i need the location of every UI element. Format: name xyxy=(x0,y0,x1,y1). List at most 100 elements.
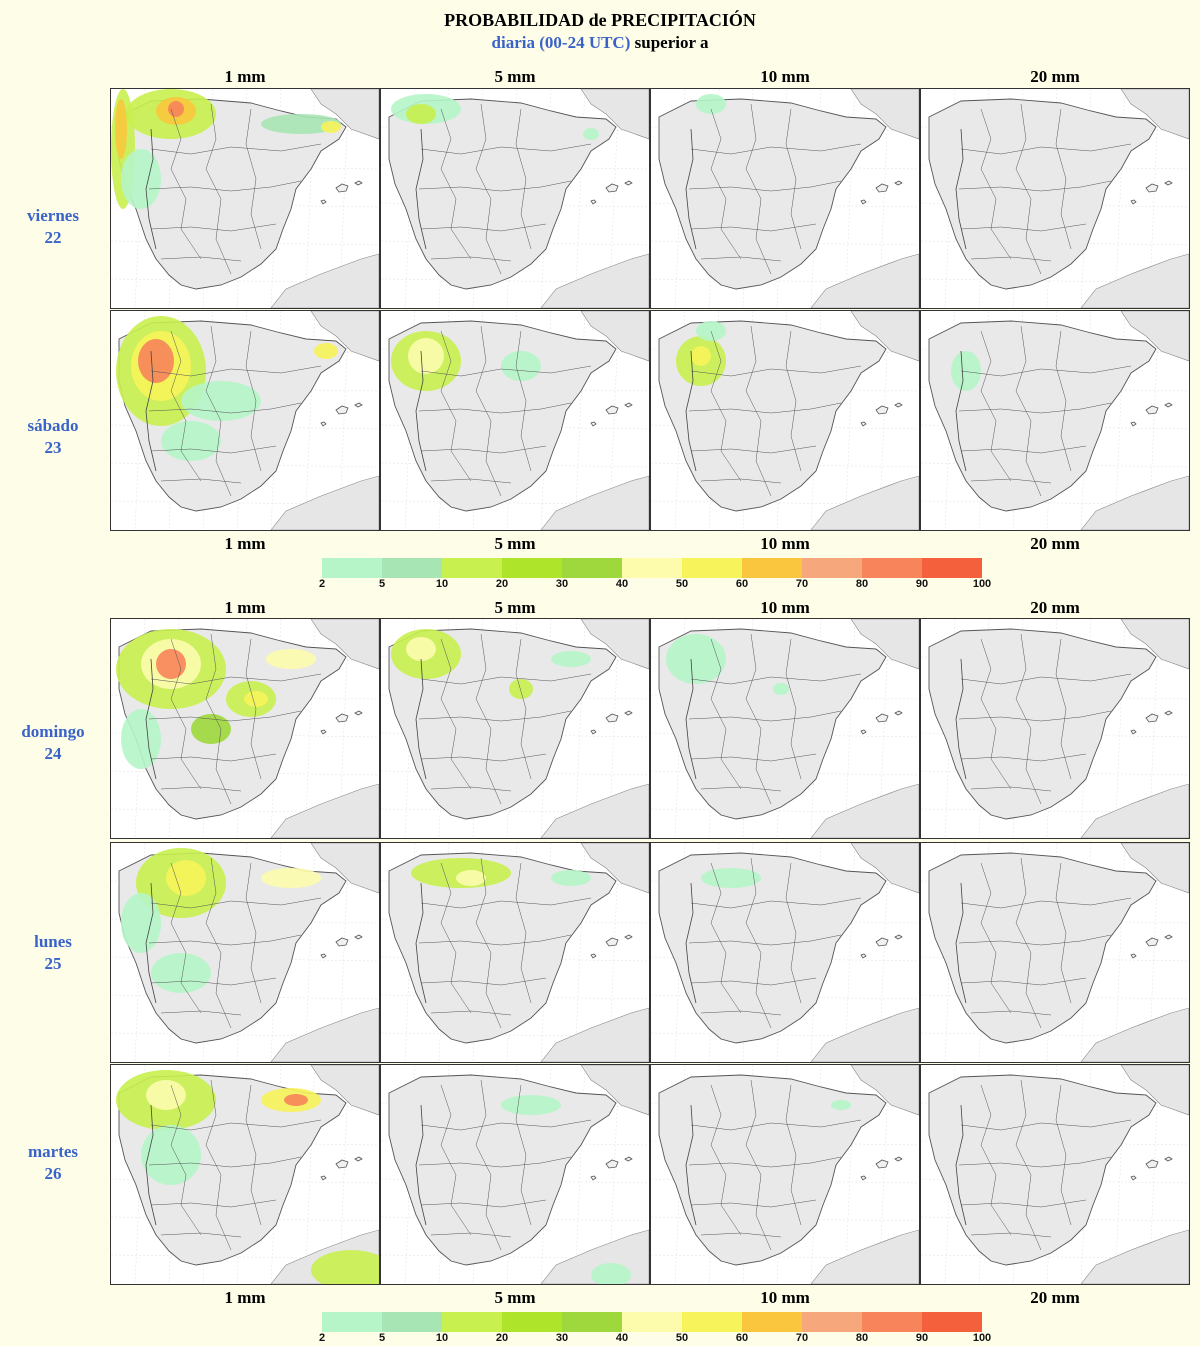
legend-swatch xyxy=(442,558,502,578)
legend-color-bar xyxy=(322,1312,982,1332)
legend-tick-label: 80 xyxy=(855,578,869,590)
column-footer-5mm: 5 mm xyxy=(494,534,536,553)
map-panel-lunes-20mm xyxy=(920,842,1190,1063)
day-number: 25 xyxy=(44,954,62,973)
column-footer-5mm: 5 mm xyxy=(494,1288,536,1307)
map-panel-viernes-5mm xyxy=(380,88,650,309)
legend-swatch xyxy=(562,1312,622,1332)
day-name: domingo xyxy=(21,722,85,741)
map-panel-martes-20mm xyxy=(920,1064,1190,1285)
column-footer-1mm: 1 mm xyxy=(224,534,266,553)
column-header-20mm: 20 mm xyxy=(1030,67,1080,86)
day-label-domingo: domingo 24 xyxy=(0,721,106,765)
subtitle-period: diaria (00-24 UTC) xyxy=(491,33,631,52)
legend-swatch xyxy=(742,1312,802,1332)
column-header-10mm: 10 mm xyxy=(760,67,810,86)
column-footer-20mm: 20 mm xyxy=(1030,1288,1080,1307)
legend-ticks: 2 5 10 20 30 40 50 60 70 80 90 100 xyxy=(318,1332,991,1346)
legend-tick-label: 90 xyxy=(915,578,929,590)
legend-tick-label: 5 xyxy=(378,1332,386,1344)
legend-swatch xyxy=(502,558,562,578)
map-panel-sabado-20mm xyxy=(920,310,1190,531)
color-legend: 2 5 10 20 30 40 50 60 70 80 90 100 xyxy=(319,558,991,590)
legend-swatch xyxy=(682,1312,742,1332)
column-header-1mm: 1 mm xyxy=(224,67,266,86)
map-panel-martes-10mm xyxy=(650,1064,920,1285)
day-name: viernes xyxy=(27,206,79,225)
map-panel-domingo-10mm xyxy=(650,618,920,839)
chart-title: PROBABILIDAD de PRECIPITACIÓN xyxy=(444,10,756,30)
legend-tick-label: 70 xyxy=(795,578,809,590)
legend-swatch xyxy=(502,1312,562,1332)
legend-tick-label: 40 xyxy=(615,578,629,590)
legend-tick-label: 10 xyxy=(435,578,449,590)
legend-swatch xyxy=(802,1312,862,1332)
legend-tick-label: 40 xyxy=(615,1332,629,1344)
day-name: sábado xyxy=(27,416,79,435)
legend-tick-label: 100 xyxy=(972,578,992,590)
legend-tick-label: 2 xyxy=(318,578,326,590)
legend-tick-label: 30 xyxy=(555,578,569,590)
legend-swatch xyxy=(862,1312,922,1332)
legend-ticks: 2 5 10 20 30 40 50 60 70 80 90 100 xyxy=(318,578,991,592)
day-number: 22 xyxy=(44,228,62,247)
map-panel-domingo-5mm xyxy=(380,618,650,839)
legend-tick-label: 10 xyxy=(435,1332,449,1344)
legend-swatch xyxy=(322,1312,382,1332)
day-label-viernes: viernes 22 xyxy=(0,205,106,249)
legend-tick-label: 2 xyxy=(318,1332,326,1344)
color-legend: 2 5 10 20 30 40 50 60 70 80 90 100 xyxy=(319,1312,991,1344)
legend-tick-label: 100 xyxy=(972,1332,992,1344)
map-panel-viernes-10mm xyxy=(650,88,920,309)
map-panel-lunes-10mm xyxy=(650,842,920,1063)
column-footer-10mm: 10 mm xyxy=(760,534,810,553)
legend-tick-label: 50 xyxy=(675,578,689,590)
legend-tick-label: 60 xyxy=(735,1332,749,1344)
day-number: 24 xyxy=(44,744,62,763)
day-label-martes: martes 26 xyxy=(0,1141,106,1185)
column-footer-1mm: 1 mm xyxy=(224,1288,266,1307)
subtitle-text: superior a xyxy=(634,33,709,52)
column-header-20mm: 20 mm xyxy=(1030,598,1080,617)
legend-tick-label: 30 xyxy=(555,1332,569,1344)
legend-tick-label: 5 xyxy=(378,578,386,590)
legend-swatch xyxy=(562,558,622,578)
column-footer-10mm: 10 mm xyxy=(760,1288,810,1307)
legend-color-bar xyxy=(322,558,982,578)
legend-swatch xyxy=(682,558,742,578)
legend-tick-label: 60 xyxy=(735,578,749,590)
legend-swatch xyxy=(802,558,862,578)
legend-swatch xyxy=(442,1312,502,1332)
day-label-sabado: sábado 23 xyxy=(0,415,106,459)
legend-tick-label: 20 xyxy=(495,578,509,590)
chart-subtitle: diaria (00-24 UTC) superior a xyxy=(0,33,1200,53)
legend-swatch xyxy=(382,1312,442,1332)
legend-swatch xyxy=(382,558,442,578)
legend-tick-label: 80 xyxy=(855,1332,869,1344)
legend-swatch xyxy=(622,1312,682,1332)
legend-swatch xyxy=(622,558,682,578)
column-header-5mm: 5 mm xyxy=(494,67,536,86)
day-name: martes xyxy=(27,1142,79,1161)
legend-swatch xyxy=(322,558,382,578)
map-panel-domingo-1mm xyxy=(110,618,380,839)
column-header-1mm: 1 mm xyxy=(224,598,266,617)
column-footer-20mm: 20 mm xyxy=(1030,534,1080,553)
map-panel-sabado-10mm xyxy=(650,310,920,531)
column-header-5mm: 5 mm xyxy=(494,598,536,617)
legend-swatch xyxy=(922,558,982,578)
day-number: 26 xyxy=(44,1164,62,1183)
map-panel-martes-1mm xyxy=(110,1064,380,1285)
legend-tick-label: 20 xyxy=(495,1332,509,1344)
day-name: lunes xyxy=(34,932,72,951)
map-panel-lunes-1mm xyxy=(110,842,380,1063)
legend-swatch xyxy=(742,558,802,578)
map-panel-sabado-5mm xyxy=(380,310,650,531)
day-label-lunes: lunes 25 xyxy=(0,931,106,975)
legend-tick-label: 50 xyxy=(675,1332,689,1344)
legend-tick-label: 90 xyxy=(915,1332,929,1344)
legend-swatch xyxy=(862,558,922,578)
map-panel-martes-5mm xyxy=(380,1064,650,1285)
legend-swatch xyxy=(922,1312,982,1332)
day-number: 23 xyxy=(44,438,62,457)
